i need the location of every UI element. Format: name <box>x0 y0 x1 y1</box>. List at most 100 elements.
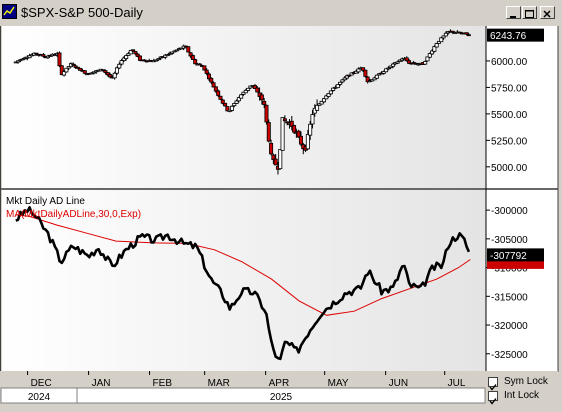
candle-body <box>45 55 50 59</box>
x-month-label: DEC <box>31 378 52 389</box>
candle-body <box>216 90 221 96</box>
price-y-tick-label: 6000.00 <box>491 57 528 68</box>
minimize-button[interactable] <box>506 6 521 19</box>
candle-body <box>119 60 124 65</box>
ad-y-tick-label: -325000 <box>491 350 528 361</box>
ad-axis-area <box>486 190 558 371</box>
candle-body <box>236 97 241 102</box>
candle-body <box>324 95 329 100</box>
candle-body <box>436 40 441 44</box>
candle-body <box>310 114 315 125</box>
candle-body <box>202 65 207 71</box>
candle-body <box>365 76 370 83</box>
candle-body <box>319 100 324 105</box>
x-month-label: FEB <box>153 378 173 389</box>
ma-series-label: MA(MktDailyADLine,30,0,Exp) <box>6 209 141 220</box>
candle-body <box>114 67 119 74</box>
x-month-label: MAY <box>328 378 349 389</box>
candle-body <box>154 59 159 62</box>
price-last-value-box <box>487 28 544 42</box>
candle-body <box>255 87 260 93</box>
candle-body <box>73 65 78 68</box>
price-panel-plot <box>2 26 486 188</box>
candle-body <box>315 104 320 111</box>
candle-body <box>285 121 290 124</box>
ad-y-tick-label: -310000 <box>491 264 528 275</box>
candle-body <box>103 70 108 74</box>
candle-body <box>407 60 412 64</box>
price-last-value-label: 6243.76 <box>490 31 527 42</box>
candle-body <box>292 125 297 133</box>
candle-body <box>349 72 354 76</box>
candle-body <box>404 57 409 62</box>
candle-body <box>271 154 276 161</box>
candle-body <box>91 71 96 74</box>
candle-body <box>296 130 301 138</box>
close-button[interactable] <box>540 6 555 19</box>
candle-body <box>218 95 223 100</box>
candle-body <box>82 70 87 74</box>
candle-body <box>101 69 106 72</box>
candle-body <box>211 82 216 88</box>
candle-body <box>280 117 285 151</box>
candle-body <box>370 79 375 82</box>
year-label: 2024 <box>28 392 51 403</box>
candle-body <box>20 58 25 61</box>
price-candles <box>13 29 471 175</box>
candle-body <box>298 135 303 145</box>
candle-body <box>266 122 271 142</box>
window-title: $SPX-S&P 500-Daily <box>21 5 143 20</box>
candle-body <box>321 98 326 103</box>
candle-body <box>248 85 253 89</box>
candle-body <box>252 85 257 90</box>
candle-body <box>372 77 377 81</box>
candle-body <box>137 55 142 61</box>
candle-body <box>59 65 64 76</box>
candle-body <box>450 30 455 33</box>
candle-body <box>128 50 133 55</box>
candle-body <box>223 102 228 107</box>
candle-body <box>466 34 471 37</box>
candle-body <box>386 67 391 70</box>
candle-body <box>64 67 69 73</box>
price-y-tick-label: 5750.00 <box>491 83 528 94</box>
ad-y-tick-label: -315000 <box>491 292 528 303</box>
candle-body <box>156 58 161 61</box>
candle-body <box>342 77 347 81</box>
x-month-label: JUN <box>389 378 408 389</box>
candle-body <box>165 54 170 57</box>
candle-body <box>133 50 138 55</box>
sym-lock-checkbox[interactable] <box>488 377 498 391</box>
candle-body <box>170 51 175 54</box>
candle-body <box>112 72 117 79</box>
candle-body <box>241 91 246 95</box>
candle-body <box>347 74 352 77</box>
candle-body <box>427 53 432 58</box>
candle-body <box>66 66 71 69</box>
candle-body <box>425 56 430 62</box>
candle-body <box>441 35 446 39</box>
int-lock-checkbox[interactable] <box>488 391 498 405</box>
candle-body <box>16 60 21 63</box>
candle-body <box>363 69 368 77</box>
price-y-tick-label: 5000.00 <box>491 163 528 174</box>
candle-body <box>246 87 251 91</box>
candle-body <box>423 61 428 65</box>
candle-body <box>374 74 379 79</box>
ad-y-tick-label: -305000 <box>491 235 528 246</box>
candle-body <box>34 52 39 55</box>
candle-body <box>390 63 395 67</box>
candle-body <box>259 94 264 101</box>
sym-lock-label: Sym Lock <box>504 376 548 387</box>
title-bar[interactable]: $SPX-S&P 500-Daily <box>0 0 562 26</box>
candle-body <box>326 93 331 97</box>
ma-last-value-box <box>487 258 544 269</box>
restore-button[interactable] <box>522 6 537 19</box>
candle-body <box>124 55 129 60</box>
candle-body <box>117 63 122 69</box>
year-label: 2025 <box>270 392 293 403</box>
candle-body <box>361 67 366 71</box>
x-month-label: JUL <box>448 378 466 389</box>
candle-body <box>204 69 209 74</box>
